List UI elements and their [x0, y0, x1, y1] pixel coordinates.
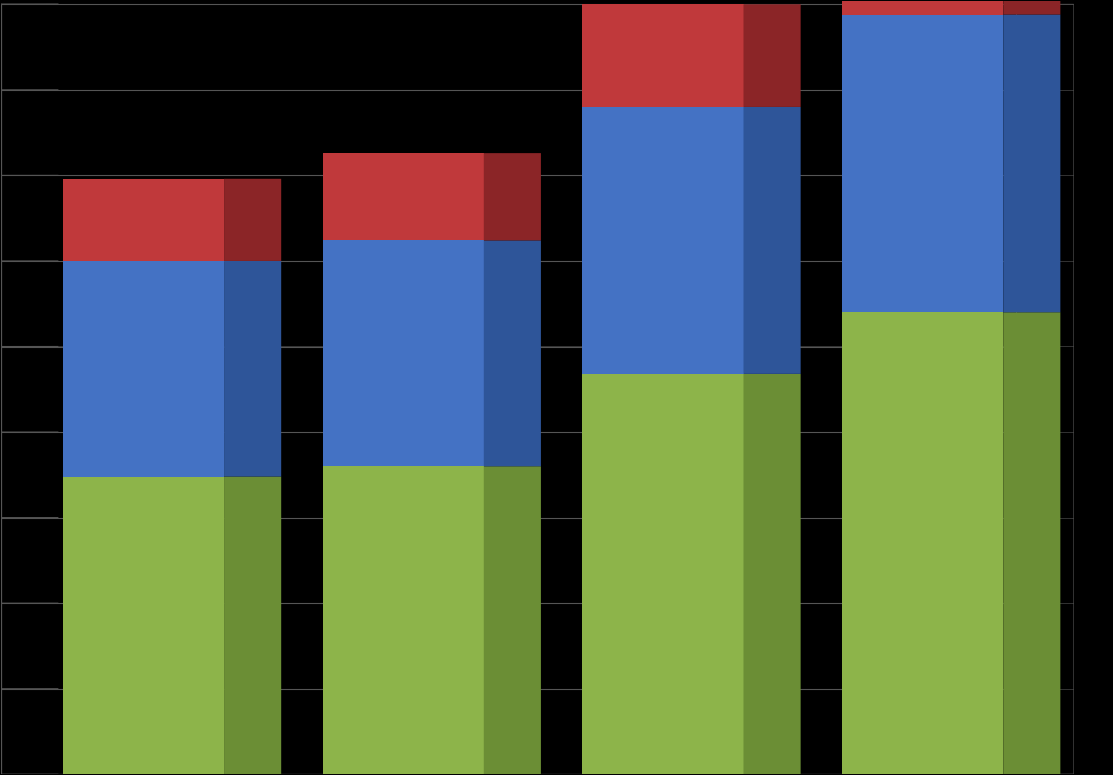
Polygon shape	[224, 261, 282, 477]
Polygon shape	[224, 179, 282, 261]
Polygon shape	[582, 374, 743, 774]
Polygon shape	[63, 477, 224, 774]
Polygon shape	[224, 477, 282, 774]
Polygon shape	[1003, 312, 1061, 774]
Polygon shape	[743, 374, 800, 774]
Polygon shape	[1003, 15, 1061, 312]
Polygon shape	[582, 107, 743, 374]
Polygon shape	[1003, 0, 1061, 15]
Polygon shape	[323, 153, 484, 240]
Polygon shape	[843, 15, 1003, 312]
Polygon shape	[582, 5, 743, 107]
Polygon shape	[63, 261, 224, 477]
Polygon shape	[484, 153, 541, 240]
Polygon shape	[484, 240, 541, 467]
Polygon shape	[843, 0, 1003, 15]
Polygon shape	[323, 467, 484, 774]
Polygon shape	[484, 467, 541, 774]
Polygon shape	[743, 4, 800, 107]
Polygon shape	[323, 240, 484, 467]
Polygon shape	[843, 312, 1003, 774]
Polygon shape	[63, 179, 224, 261]
Polygon shape	[743, 107, 800, 374]
